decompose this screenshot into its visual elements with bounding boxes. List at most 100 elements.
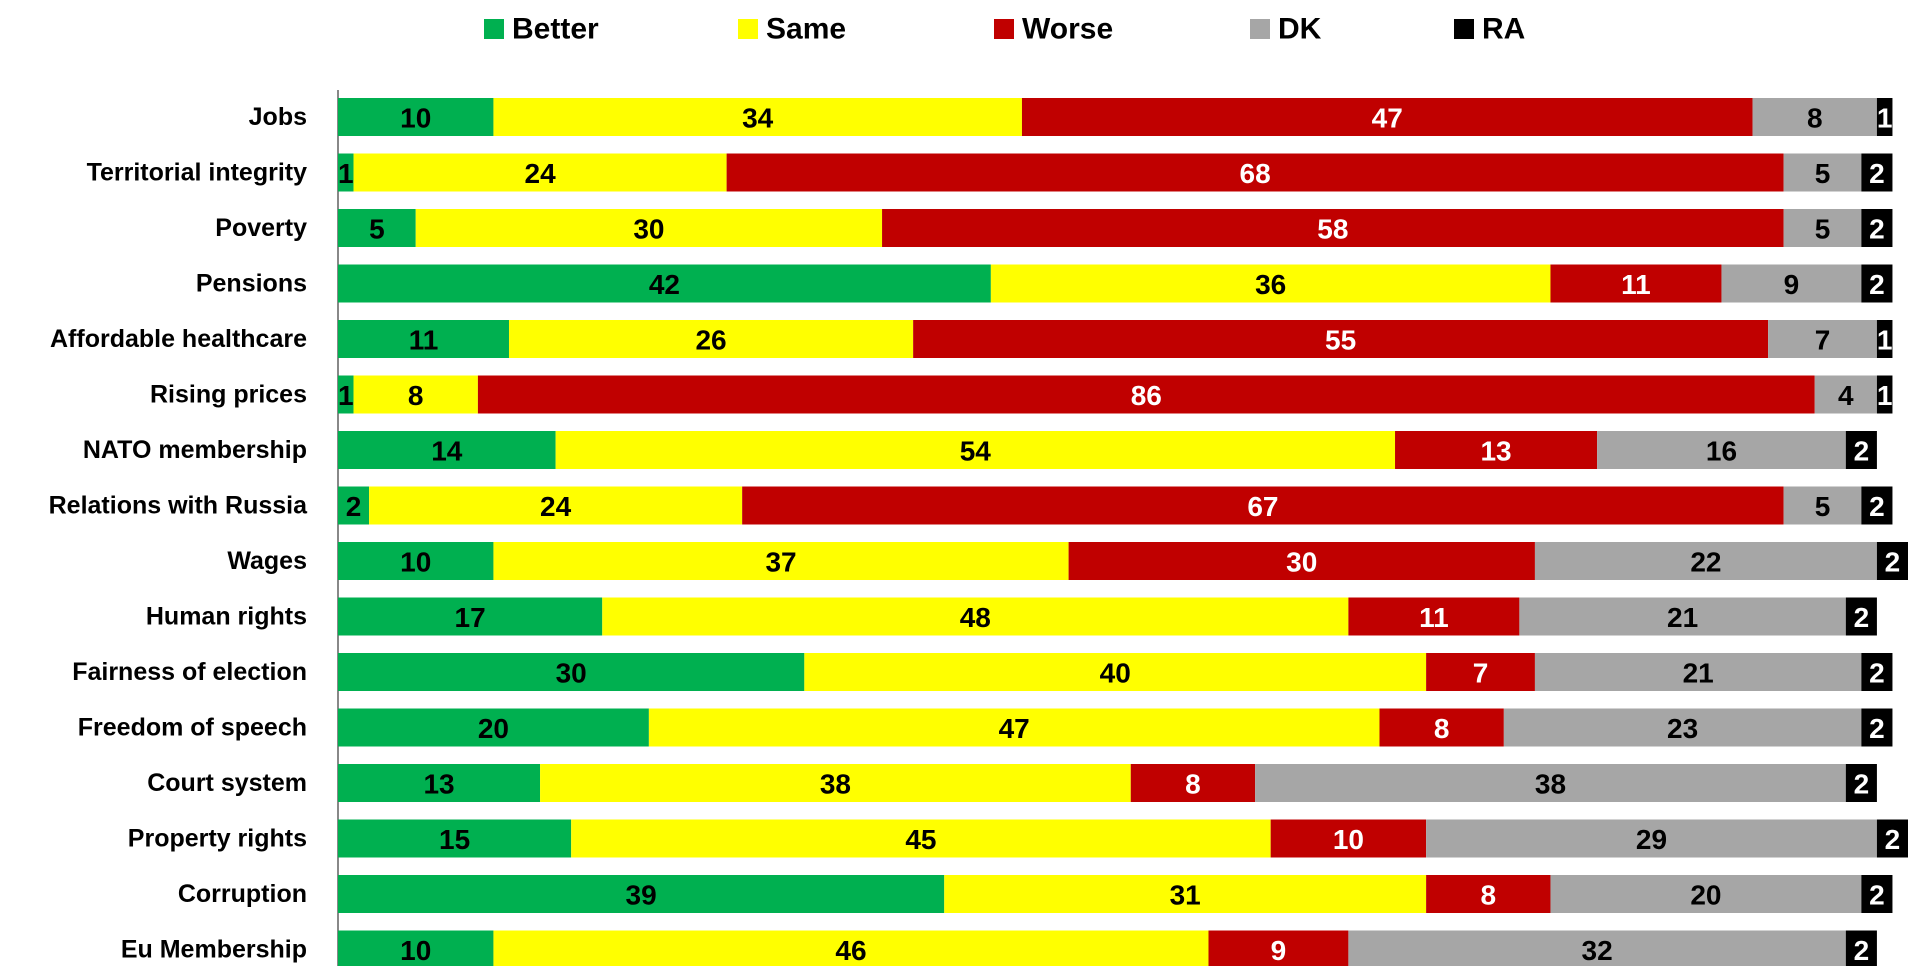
bar-segment (1783, 486, 1862, 525)
value-label: 31 (1170, 880, 1201, 911)
bar-segment (338, 653, 805, 691)
bar-segment (1861, 875, 1893, 913)
category-label: Wages (227, 547, 307, 575)
legend-swatch (738, 19, 758, 39)
category-label: Fairness of election (72, 658, 307, 686)
value-label: 48 (960, 602, 991, 633)
bar-segment (540, 764, 1131, 802)
bar-segment (1876, 98, 1893, 136)
bar-segment (338, 431, 556, 469)
category-label: Corruption (178, 880, 307, 908)
bar-segment (1068, 542, 1535, 580)
value-label: 32 (1582, 935, 1613, 966)
category-label: Jobs (249, 103, 307, 131)
legend-label: Worse (1022, 13, 1113, 46)
bar-segment (1379, 708, 1504, 747)
legend-label: RA (1482, 13, 1525, 46)
bar-segment (338, 320, 509, 358)
bar-segment (1270, 819, 1427, 858)
value-label: 21 (1667, 602, 1698, 633)
value-label: 7 (1473, 658, 1489, 689)
value-label: 10 (400, 547, 431, 578)
legend-label: DK (1278, 13, 1322, 46)
value-label: 40 (1100, 658, 1131, 689)
bar-segment (1861, 153, 1893, 192)
bar-segment (1768, 320, 1877, 358)
bar-segment (493, 930, 1209, 966)
bar-segment (1395, 431, 1598, 469)
bar-segment (1255, 764, 1846, 802)
value-label: 8 (1481, 880, 1497, 911)
bar-segment (1783, 153, 1862, 192)
bar-segment (338, 597, 603, 636)
bar-segment (1597, 431, 1846, 469)
bar-segment (990, 264, 1551, 303)
value-label: 24 (525, 158, 557, 189)
bar-segment (1752, 98, 1877, 136)
bar-segment (1348, 930, 1846, 966)
bar-segment (1876, 320, 1893, 358)
bar-segment (1861, 209, 1893, 247)
legend-swatch (1454, 19, 1474, 39)
bar-segment (1861, 264, 1893, 303)
category-label: Freedom of speech (78, 714, 307, 742)
bar-segment (882, 209, 1784, 247)
value-label: 20 (478, 713, 509, 744)
value-label: 2 (1854, 602, 1870, 633)
bar-segment (944, 875, 1427, 913)
bar-segment (353, 153, 727, 192)
bar-segment (1721, 264, 1862, 303)
value-label: 38 (820, 769, 851, 800)
value-label: 34 (742, 103, 774, 134)
bar-segment (648, 708, 1380, 747)
value-label: 2 (1854, 935, 1870, 966)
bar-segment (338, 153, 354, 192)
value-label: 2 (1869, 491, 1885, 522)
bar-segment (1130, 764, 1256, 802)
bar-segment (1021, 98, 1753, 136)
value-label: 38 (1535, 769, 1566, 800)
value-label: 2 (346, 491, 362, 522)
category-label: Rising prices (150, 381, 307, 409)
value-label: 58 (1317, 214, 1348, 245)
legend-label: Same (766, 13, 846, 46)
value-label: 36 (1255, 269, 1286, 300)
bar-segment (1550, 875, 1862, 913)
value-label: 2 (1869, 214, 1885, 245)
value-label: 8 (1185, 769, 1201, 800)
value-label: 7 (1815, 325, 1831, 356)
bar-segment (1534, 542, 1877, 580)
value-label: 2 (1869, 658, 1885, 689)
category-label: Human rights (146, 603, 307, 631)
bar-segment (338, 930, 494, 966)
bar-segment (1426, 653, 1535, 691)
value-label: 30 (1286, 547, 1317, 578)
legend-swatch (994, 19, 1014, 39)
value-label: 20 (1690, 880, 1721, 911)
bar-segment (1876, 375, 1893, 414)
value-label: 5 (1815, 158, 1831, 189)
bar-segment (1534, 653, 1862, 691)
value-label: 26 (695, 325, 726, 356)
bar-segment (338, 819, 572, 858)
bar-segment (1845, 764, 1877, 802)
value-label: 13 (1480, 436, 1511, 467)
bar-segment (1503, 708, 1862, 747)
value-label: 9 (1784, 269, 1800, 300)
value-label: 1 (338, 158, 354, 189)
legend-label: Better (512, 13, 599, 46)
bar-segment (338, 264, 991, 303)
value-label: 1 (1877, 103, 1893, 134)
bar-segment (571, 819, 1271, 858)
value-label: 2 (1885, 824, 1901, 855)
bar-segment (338, 375, 354, 414)
bar-segment (1861, 708, 1893, 747)
bar-segment (1861, 486, 1893, 525)
value-label: 11 (1419, 602, 1449, 633)
value-label: 11 (409, 325, 439, 356)
value-label: 22 (1690, 547, 1721, 578)
value-label: 2 (1854, 436, 1870, 467)
value-label: 16 (1706, 436, 1737, 467)
